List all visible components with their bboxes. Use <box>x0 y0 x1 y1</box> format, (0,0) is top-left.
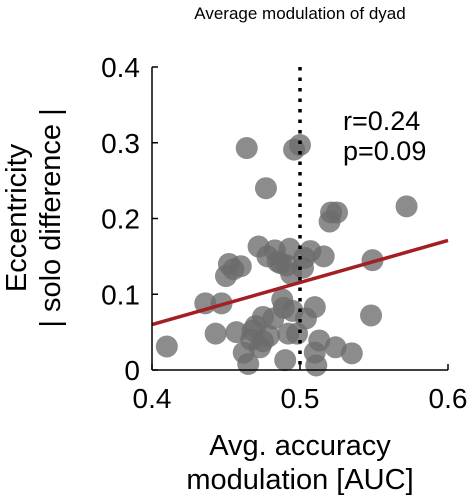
data-point <box>254 177 277 200</box>
regression-line <box>151 238 449 327</box>
y-tick-label: 0.3 <box>101 128 140 159</box>
x-axis-label-line2: modulation [AUC] <box>186 464 413 496</box>
points-layer <box>155 134 418 377</box>
data-point <box>274 349 297 372</box>
chart-title: Average modulation of dyad <box>194 4 405 23</box>
y-axis-label-line2: | solo difference | <box>35 108 67 327</box>
y-tick-label: 0 <box>124 355 140 386</box>
data-point <box>289 134 311 157</box>
y-tick-label: 0.4 <box>101 52 140 83</box>
stats-annotation-p: p=0.09 <box>343 136 426 166</box>
x-tick-label: 0.5 <box>281 383 320 414</box>
data-point <box>155 335 178 358</box>
y-ticks: 0 0.1 0.2 0.3 0.4 <box>101 52 158 386</box>
data-point <box>229 255 252 278</box>
data-point <box>305 354 328 377</box>
data-point <box>395 195 418 218</box>
data-point <box>204 322 227 345</box>
x-tick-label: 0.6 <box>429 383 468 414</box>
data-point <box>257 324 280 347</box>
data-point <box>303 296 326 319</box>
x-tick-label: 0.4 <box>133 383 172 414</box>
y-tick-label: 0.1 <box>101 279 140 310</box>
y-tick-label: 0.2 <box>101 204 140 235</box>
data-point <box>235 137 258 160</box>
y-axis-label-line1: Eccentricity <box>1 143 33 292</box>
data-point <box>340 342 363 365</box>
data-point <box>312 245 335 268</box>
x-axis-label-line1: Avg. accuracy <box>209 430 391 462</box>
data-point <box>326 201 348 224</box>
stats-annotation-r: r=0.24 <box>343 106 420 136</box>
data-point <box>360 304 383 327</box>
x-ticks: 0.4 0.5 0.6 <box>133 364 468 414</box>
